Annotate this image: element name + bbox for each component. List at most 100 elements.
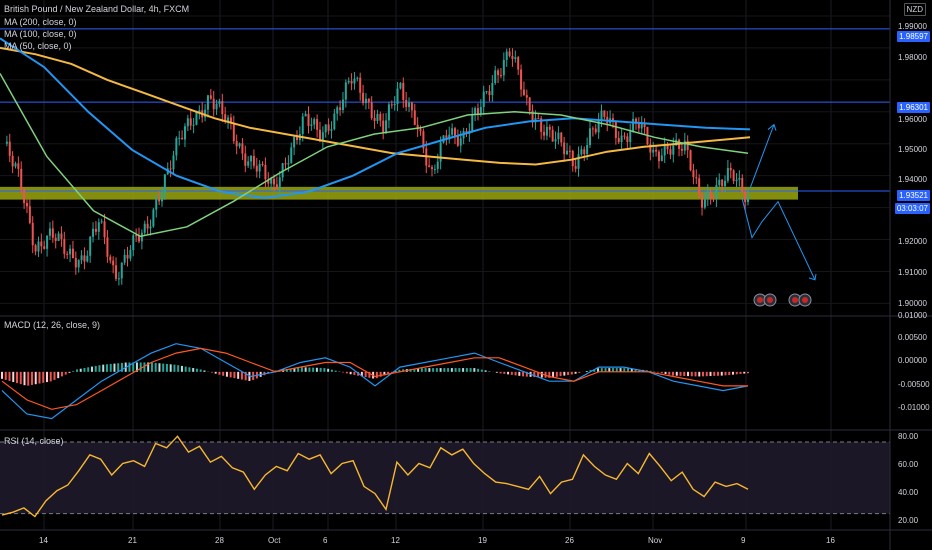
rsi-scale-label: 60.00: [898, 460, 919, 469]
candle-body: [436, 161, 439, 169]
candle-body: [474, 108, 477, 115]
candle-body: [629, 131, 632, 142]
candlestick-series: [5, 47, 749, 286]
rsi-scale-label: 80.00: [898, 432, 919, 441]
candle-body: [382, 120, 385, 133]
candle-body: [666, 144, 669, 150]
candle-body: [703, 199, 706, 208]
candle-body: [431, 167, 434, 169]
candle-body: [350, 80, 353, 84]
candle-body: [152, 209, 155, 227]
price-scale-label: 1.99000: [898, 22, 927, 31]
price-tag-level-mid: 1.96301: [897, 102, 930, 113]
candle-body: [267, 179, 270, 184]
candle-body: [198, 110, 201, 113]
candle-body: [155, 199, 158, 210]
candle-body: [459, 138, 462, 146]
candle-body: [48, 228, 51, 236]
rsi-scale-label: 40.00: [898, 488, 919, 497]
event-flag-dot: [767, 297, 773, 303]
candle-body: [339, 107, 342, 111]
candle-body: [680, 148, 683, 151]
candle-body: [284, 163, 287, 165]
candle-body: [545, 126, 548, 136]
candle-body: [209, 95, 212, 99]
candle-body: [505, 51, 508, 60]
candle-body: [531, 110, 534, 123]
candle-body: [247, 161, 250, 166]
price-scale-label: 1.92000: [898, 237, 927, 246]
candle-body: [66, 253, 69, 255]
candle-body: [290, 147, 293, 164]
candle-body: [525, 95, 528, 98]
candle-body: [8, 141, 11, 156]
currency-badge[interactable]: NZD: [903, 3, 926, 16]
candle-body: [186, 118, 189, 127]
candle-body: [724, 180, 727, 187]
candle-body: [660, 155, 663, 162]
candle-body: [238, 143, 241, 147]
candle-body: [92, 228, 95, 237]
rsi-line: [1, 435, 749, 518]
candle-body: [502, 59, 505, 76]
candle-body: [387, 104, 390, 121]
candle-body: [718, 179, 721, 186]
candle-body: [729, 167, 732, 171]
candle-body: [479, 107, 482, 115]
candle-body: [86, 255, 89, 262]
time-axis-label: 28: [215, 536, 224, 545]
candle-body: [140, 232, 143, 242]
candle-body: [577, 154, 580, 169]
candle-body: [657, 151, 660, 162]
projection-path-down: [741, 197, 816, 281]
macd-scale-label: -0.01000: [898, 403, 930, 412]
candle-body: [63, 239, 66, 254]
candle-body: [669, 149, 672, 155]
symbol-title[interactable]: British Pound / New Zealand Dollar, 4h, …: [4, 4, 190, 14]
candle-body: [701, 194, 704, 208]
candle-body: [160, 192, 163, 202]
candle-body: [643, 124, 646, 127]
candle-body: [747, 196, 749, 202]
candle-body: [686, 140, 689, 151]
time-axis-label: 6: [323, 536, 328, 545]
candle-body: [433, 168, 436, 170]
candle-body: [614, 122, 617, 139]
candle-body: [600, 110, 603, 121]
candle-body: [715, 185, 718, 200]
candle-body: [709, 191, 712, 199]
candle-body: [261, 163, 264, 165]
candle-body: [589, 128, 592, 146]
candle-body: [275, 184, 278, 189]
legend-ma200[interactable]: MA (200, close, 0): [4, 17, 77, 27]
candle-body: [37, 241, 40, 252]
candle-body: [548, 126, 551, 130]
support-zone-band: [0, 186, 798, 200]
legend-rsi[interactable]: RSI (14, close): [4, 436, 64, 446]
candle-body: [252, 155, 255, 166]
ma100-line: [0, 37, 751, 200]
legend-macd[interactable]: MACD (12, 26, close, 9): [4, 320, 101, 330]
candle-body: [296, 136, 299, 141]
candle-body: [732, 170, 735, 182]
candle-body: [726, 167, 729, 181]
candle-body: [586, 145, 589, 155]
candle-body: [175, 138, 178, 156]
candle-body: [706, 191, 709, 200]
macd-scale-label: 0.00000: [898, 356, 927, 365]
legend-ma100[interactable]: MA (100, close, 0): [4, 29, 77, 39]
candle-body: [574, 166, 577, 169]
macd-line: [1, 343, 749, 420]
candle-body: [445, 135, 448, 138]
price-scale-label: 1.90000: [898, 299, 927, 308]
candle-body: [439, 142, 442, 162]
candle-body: [327, 124, 330, 131]
candle-body: [522, 89, 525, 96]
legend-ma50[interactable]: MA (50, close, 0): [4, 41, 72, 51]
candle-body: [221, 101, 224, 115]
candle-body: [120, 262, 123, 279]
candle-body: [195, 112, 198, 125]
candle-body: [23, 190, 26, 204]
